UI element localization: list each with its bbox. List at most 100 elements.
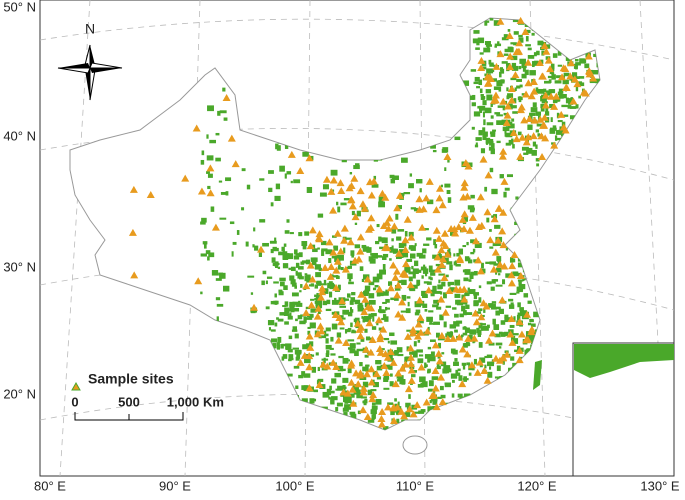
vegetation-patch xyxy=(495,310,500,316)
vegetation-patch xyxy=(550,89,556,93)
vegetation-patch xyxy=(342,377,349,383)
sample-site xyxy=(318,284,327,292)
vegetation-patch xyxy=(317,366,320,372)
sample-site xyxy=(398,364,407,372)
sample-site xyxy=(477,221,486,229)
vegetation-patch xyxy=(479,52,484,55)
vegetation-patch xyxy=(299,290,302,293)
vegetation-patch xyxy=(551,67,555,72)
vegetation-patch xyxy=(354,244,361,249)
sample-site xyxy=(354,380,363,388)
vegetation-patch xyxy=(286,253,294,260)
sample-site xyxy=(376,348,385,356)
vegetation-patch xyxy=(222,87,226,92)
vegetation-patch xyxy=(471,102,476,107)
vegetation-patch xyxy=(274,300,279,304)
vegetation-patch xyxy=(430,351,435,357)
vegetation-patch xyxy=(578,95,581,99)
vegetation-patch xyxy=(276,317,279,320)
vegetation-patch xyxy=(478,308,483,312)
vegetation-patch xyxy=(285,312,289,315)
sample-site xyxy=(406,353,415,361)
vegetation-patch xyxy=(269,240,277,244)
vegetation-patch xyxy=(207,185,211,190)
vegetation-patch xyxy=(557,51,562,56)
vegetation-patch xyxy=(486,45,490,50)
vegetation-patch xyxy=(445,274,449,278)
vegetation-patch xyxy=(332,275,338,278)
vegetation-patch xyxy=(496,365,501,372)
vegetation-patch xyxy=(282,354,288,359)
lat-label: 20° N xyxy=(3,386,36,401)
vegetation-patch xyxy=(444,183,451,188)
vegetation-patch xyxy=(535,158,540,162)
vegetation-patch xyxy=(417,319,424,324)
vegetation-patch xyxy=(310,283,315,287)
vegetation-patch xyxy=(295,318,298,322)
vegetation-patch xyxy=(350,297,356,302)
vegetation-patch xyxy=(485,261,491,264)
sample-site xyxy=(459,193,468,201)
vegetation-patch xyxy=(404,412,407,415)
vegetation-patch xyxy=(478,297,482,303)
sample-site xyxy=(552,92,561,100)
vegetation-patch xyxy=(319,335,327,339)
vegetation-patch xyxy=(485,141,489,145)
scale-unit: Km xyxy=(203,394,224,409)
vegetation-patch xyxy=(292,326,297,332)
sample-site xyxy=(510,250,519,258)
vegetation-patch xyxy=(261,280,265,286)
vegetation-patch xyxy=(549,128,556,134)
vegetation-patch xyxy=(406,296,411,299)
vegetation-patch xyxy=(516,85,521,89)
sample-site xyxy=(364,303,373,311)
vegetation-patch xyxy=(274,261,278,267)
sample-site xyxy=(488,329,497,337)
vegetation-patch xyxy=(331,274,334,277)
vegetation-patch xyxy=(206,171,210,174)
vegetation-patch xyxy=(430,272,436,276)
vegetation-patch xyxy=(335,388,342,391)
vegetation-patch xyxy=(218,180,223,183)
vegetation-patch xyxy=(437,284,442,290)
vegetation-patch xyxy=(511,62,517,69)
sample-site xyxy=(416,313,425,321)
vegetation-patch xyxy=(201,217,207,223)
vegetation-patch xyxy=(407,301,410,307)
sample-site xyxy=(503,111,512,119)
sample-site xyxy=(194,277,203,285)
sample-site xyxy=(445,286,454,294)
sample-site xyxy=(332,362,341,370)
vegetation-patch xyxy=(438,342,442,349)
vegetation-patch xyxy=(391,175,399,180)
sample-site xyxy=(356,332,365,340)
sample-site xyxy=(305,384,314,392)
vegetation-patch xyxy=(495,284,503,287)
vegetation-patch xyxy=(447,368,452,373)
vegetation-patch xyxy=(498,273,501,276)
vegetation-patch xyxy=(200,221,206,225)
sample-site xyxy=(305,332,314,340)
vegetation-patch xyxy=(306,314,314,318)
vegetation-patch xyxy=(207,173,213,178)
sample-site xyxy=(498,227,507,235)
vegetation-patch xyxy=(350,309,354,313)
vegetation-patch xyxy=(282,251,288,255)
vegetation-patch xyxy=(422,303,428,308)
sample-site xyxy=(374,316,383,324)
sample-site xyxy=(361,295,370,303)
vegetation-patch xyxy=(544,44,551,49)
sample-site xyxy=(372,370,381,378)
sample-site xyxy=(529,77,538,85)
vegetation-patch xyxy=(593,70,599,75)
sample-site xyxy=(476,267,485,275)
vegetation-patch xyxy=(454,313,459,318)
vegetation-patch xyxy=(437,254,442,260)
sample-site xyxy=(386,284,395,292)
vegetation-patch xyxy=(368,313,372,319)
vegetation-patch xyxy=(337,365,344,372)
vegetation-patch xyxy=(454,293,461,298)
vegetation-patch xyxy=(463,216,468,222)
vegetation-patch xyxy=(575,62,581,66)
sample-site xyxy=(415,195,424,203)
